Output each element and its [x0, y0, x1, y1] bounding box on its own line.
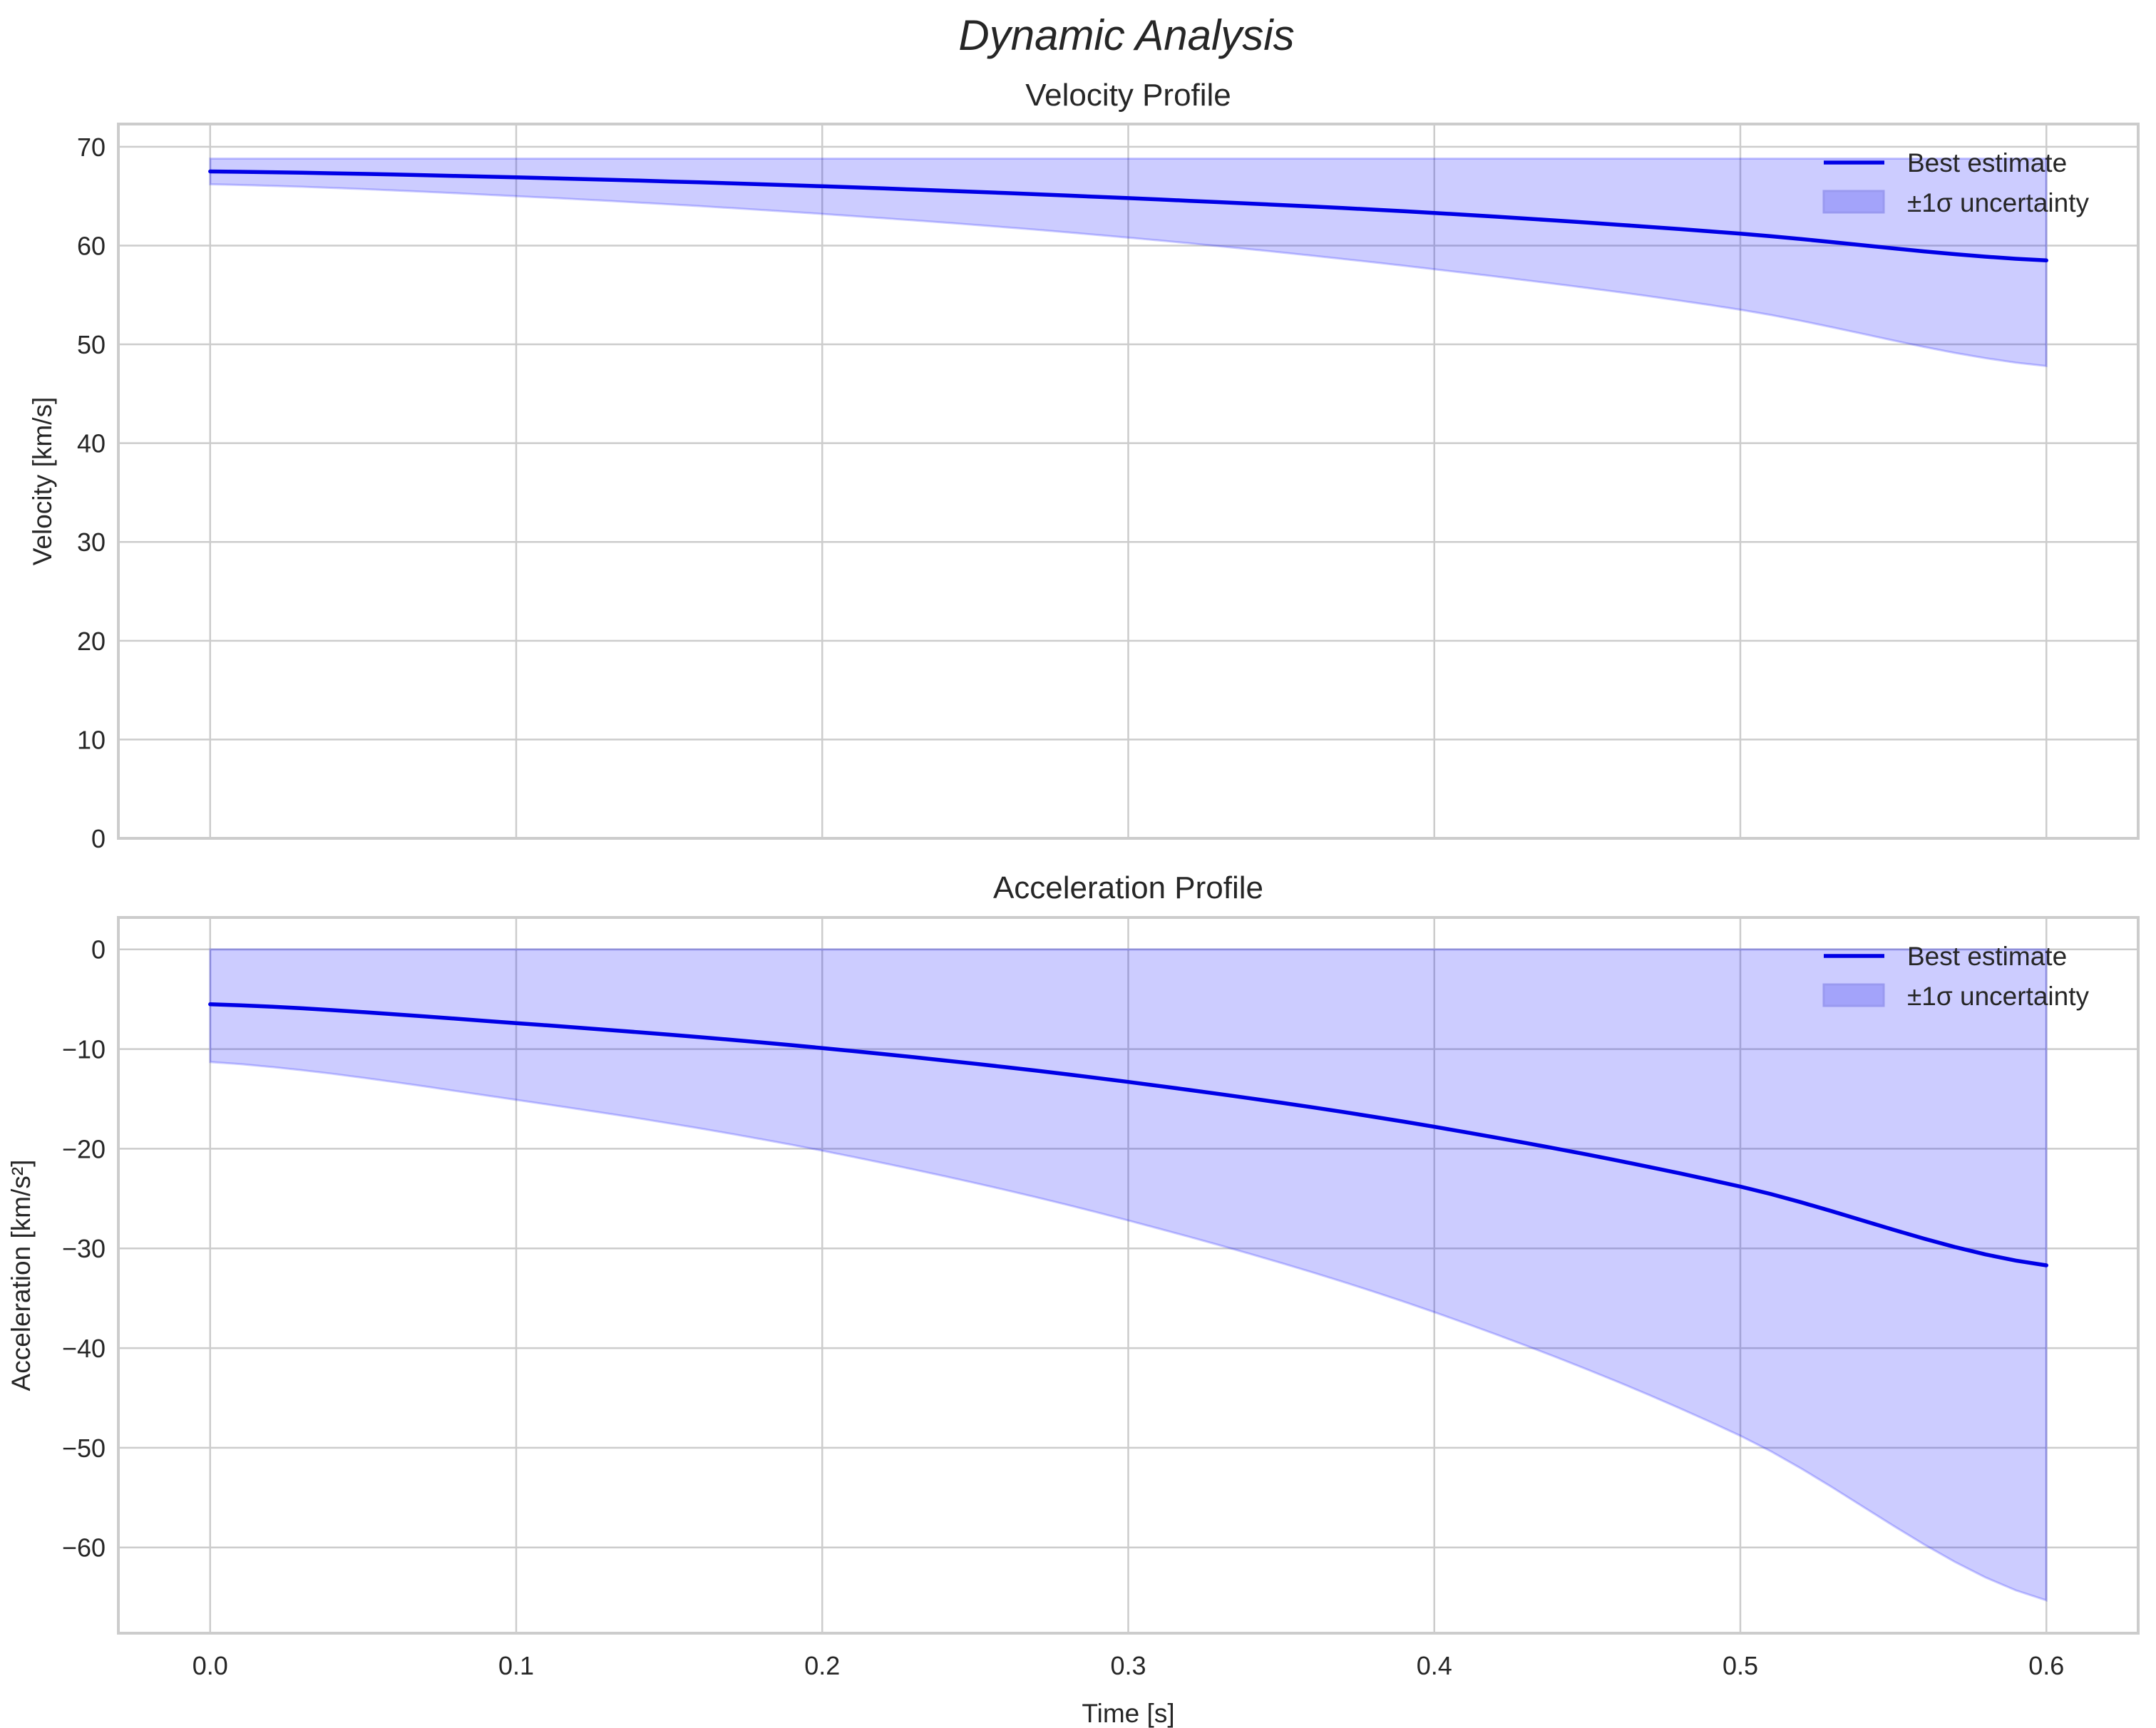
- legend-label-uncertainty: ±1σ uncertainty: [1907, 982, 2089, 1011]
- y-tick-label: 10: [77, 725, 106, 754]
- y-tick-label: −50: [62, 1434, 106, 1463]
- y-tick-label: −20: [62, 1134, 106, 1163]
- x-tick-label: 0.1: [498, 1651, 534, 1680]
- y-tick-label: −60: [62, 1533, 106, 1563]
- best-estimate-line: [208, 1002, 2048, 1267]
- y-tick-label: 30: [77, 528, 106, 557]
- legend-band-swatch: [1822, 983, 1885, 1007]
- best-estimate-line: [208, 169, 2048, 263]
- x-tick-label: 0.0: [192, 1651, 228, 1680]
- y-tick-label: 50: [77, 330, 106, 359]
- legend: Best estimate ±1σ uncertainty: [1822, 148, 2089, 217]
- y-tick-label: −40: [62, 1334, 106, 1363]
- legend: Best estimate ±1σ uncertainty: [1822, 942, 2089, 1011]
- x-tick-label: 0.2: [804, 1651, 840, 1680]
- y-tick-label: 20: [77, 627, 106, 656]
- figure-title: Dynamic Analysis: [958, 11, 1294, 59]
- y-axis-label: Velocity [km/s]: [28, 397, 57, 565]
- legend-label-best-estimate: Best estimate: [1907, 148, 2067, 178]
- y-tick-label: −30: [62, 1234, 106, 1263]
- x-tick-label: 0.5: [1723, 1651, 1758, 1680]
- y-tick-label: −10: [62, 1035, 106, 1064]
- uncertainty-band: [209, 948, 2048, 1602]
- uncertainty-band: [209, 158, 2048, 368]
- y-tick-label: 60: [77, 231, 106, 260]
- x-axis-label: Time [s]: [1082, 1699, 1174, 1728]
- x-tick-label: 0.6: [2028, 1651, 2064, 1680]
- velocity-panel: Velocity Profile 0 10 20 30 40 50 60 70 Velocity …: [28, 78, 2140, 853]
- axes-frame: [117, 916, 2140, 1635]
- x-tick-label: 0.4: [1417, 1651, 1452, 1680]
- legend-label-best-estimate: Best estimate: [1907, 942, 2067, 971]
- acceleration-panel: Acceleration Profile 0.0 0.1 0.2 0.3 0.4 0.5 0.…: [6, 870, 2140, 1728]
- y-axis-label: Acceleration [km/s²]: [6, 1160, 36, 1392]
- panel-title: Velocity Profile: [1025, 78, 1231, 113]
- y-tick-label: 0: [91, 824, 106, 853]
- panel-title: Acceleration Profile: [993, 870, 1263, 905]
- legend-label-uncertainty: ±1σ uncertainty: [1907, 188, 2089, 217]
- legend-band-swatch: [1822, 190, 1885, 214]
- y-tick-label: 40: [77, 429, 106, 458]
- axes-frame: [117, 123, 2140, 840]
- x-tick-label: 0.3: [1110, 1651, 1146, 1680]
- y-tick-label: 0: [91, 935, 106, 965]
- y-tick-label: 70: [77, 133, 106, 162]
